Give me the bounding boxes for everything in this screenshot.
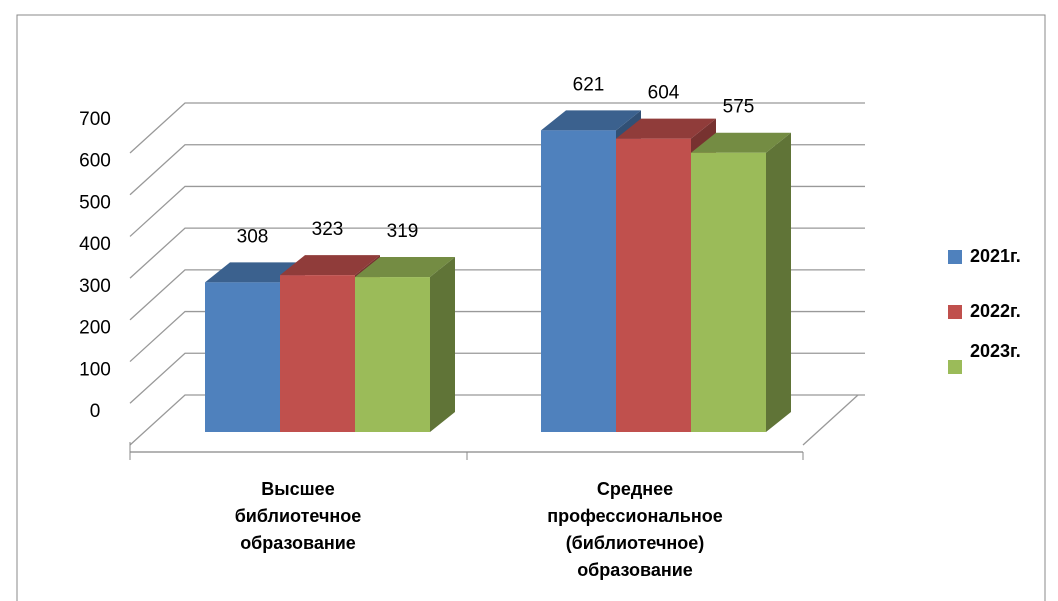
bar-side (766, 132, 791, 432)
value-label: 621 (573, 74, 605, 95)
legend-swatch (948, 250, 962, 264)
legend-label: 2023г. (970, 341, 1021, 361)
bar-side (430, 257, 455, 432)
y-tick-label: 300 (79, 276, 111, 297)
bar-top (280, 255, 380, 276)
bar (205, 282, 280, 432)
y-tick-label: 700 (79, 109, 111, 130)
bar (355, 277, 430, 432)
x-tick-label: Среднее профессиональное (библиотечное) обр… (547, 479, 723, 580)
value-label: 308 (237, 226, 269, 247)
grid-line (129, 102, 865, 154)
bar (280, 275, 355, 432)
bar (691, 152, 766, 432)
y-tick-label: 500 (79, 192, 111, 213)
value-label: 604 (648, 83, 680, 104)
legend-label: 2022г. (970, 301, 1021, 321)
y-tick-label: 0 (90, 401, 101, 422)
y-tick-label: 200 (79, 318, 111, 339)
bar (616, 138, 691, 432)
bar-top (616, 118, 716, 139)
value-label: 323 (312, 219, 344, 240)
legend-swatch (948, 360, 962, 374)
chart-frame (16, 14, 1046, 601)
value-label: 575 (723, 97, 755, 118)
bar (541, 130, 616, 432)
y-tick-label: 600 (79, 151, 111, 172)
bar-top (355, 257, 455, 278)
bar-top (691, 132, 791, 153)
floor-edge (802, 394, 859, 446)
value-label: 319 (387, 221, 419, 242)
bar-top (541, 110, 641, 131)
x-tick-label: Высшее библиотечное образование (235, 479, 362, 553)
y-tick-label: 100 (79, 359, 111, 380)
legend-label: 2021г. (970, 246, 1021, 266)
legend-swatch (948, 305, 962, 319)
y-tick-label: 400 (79, 234, 111, 255)
